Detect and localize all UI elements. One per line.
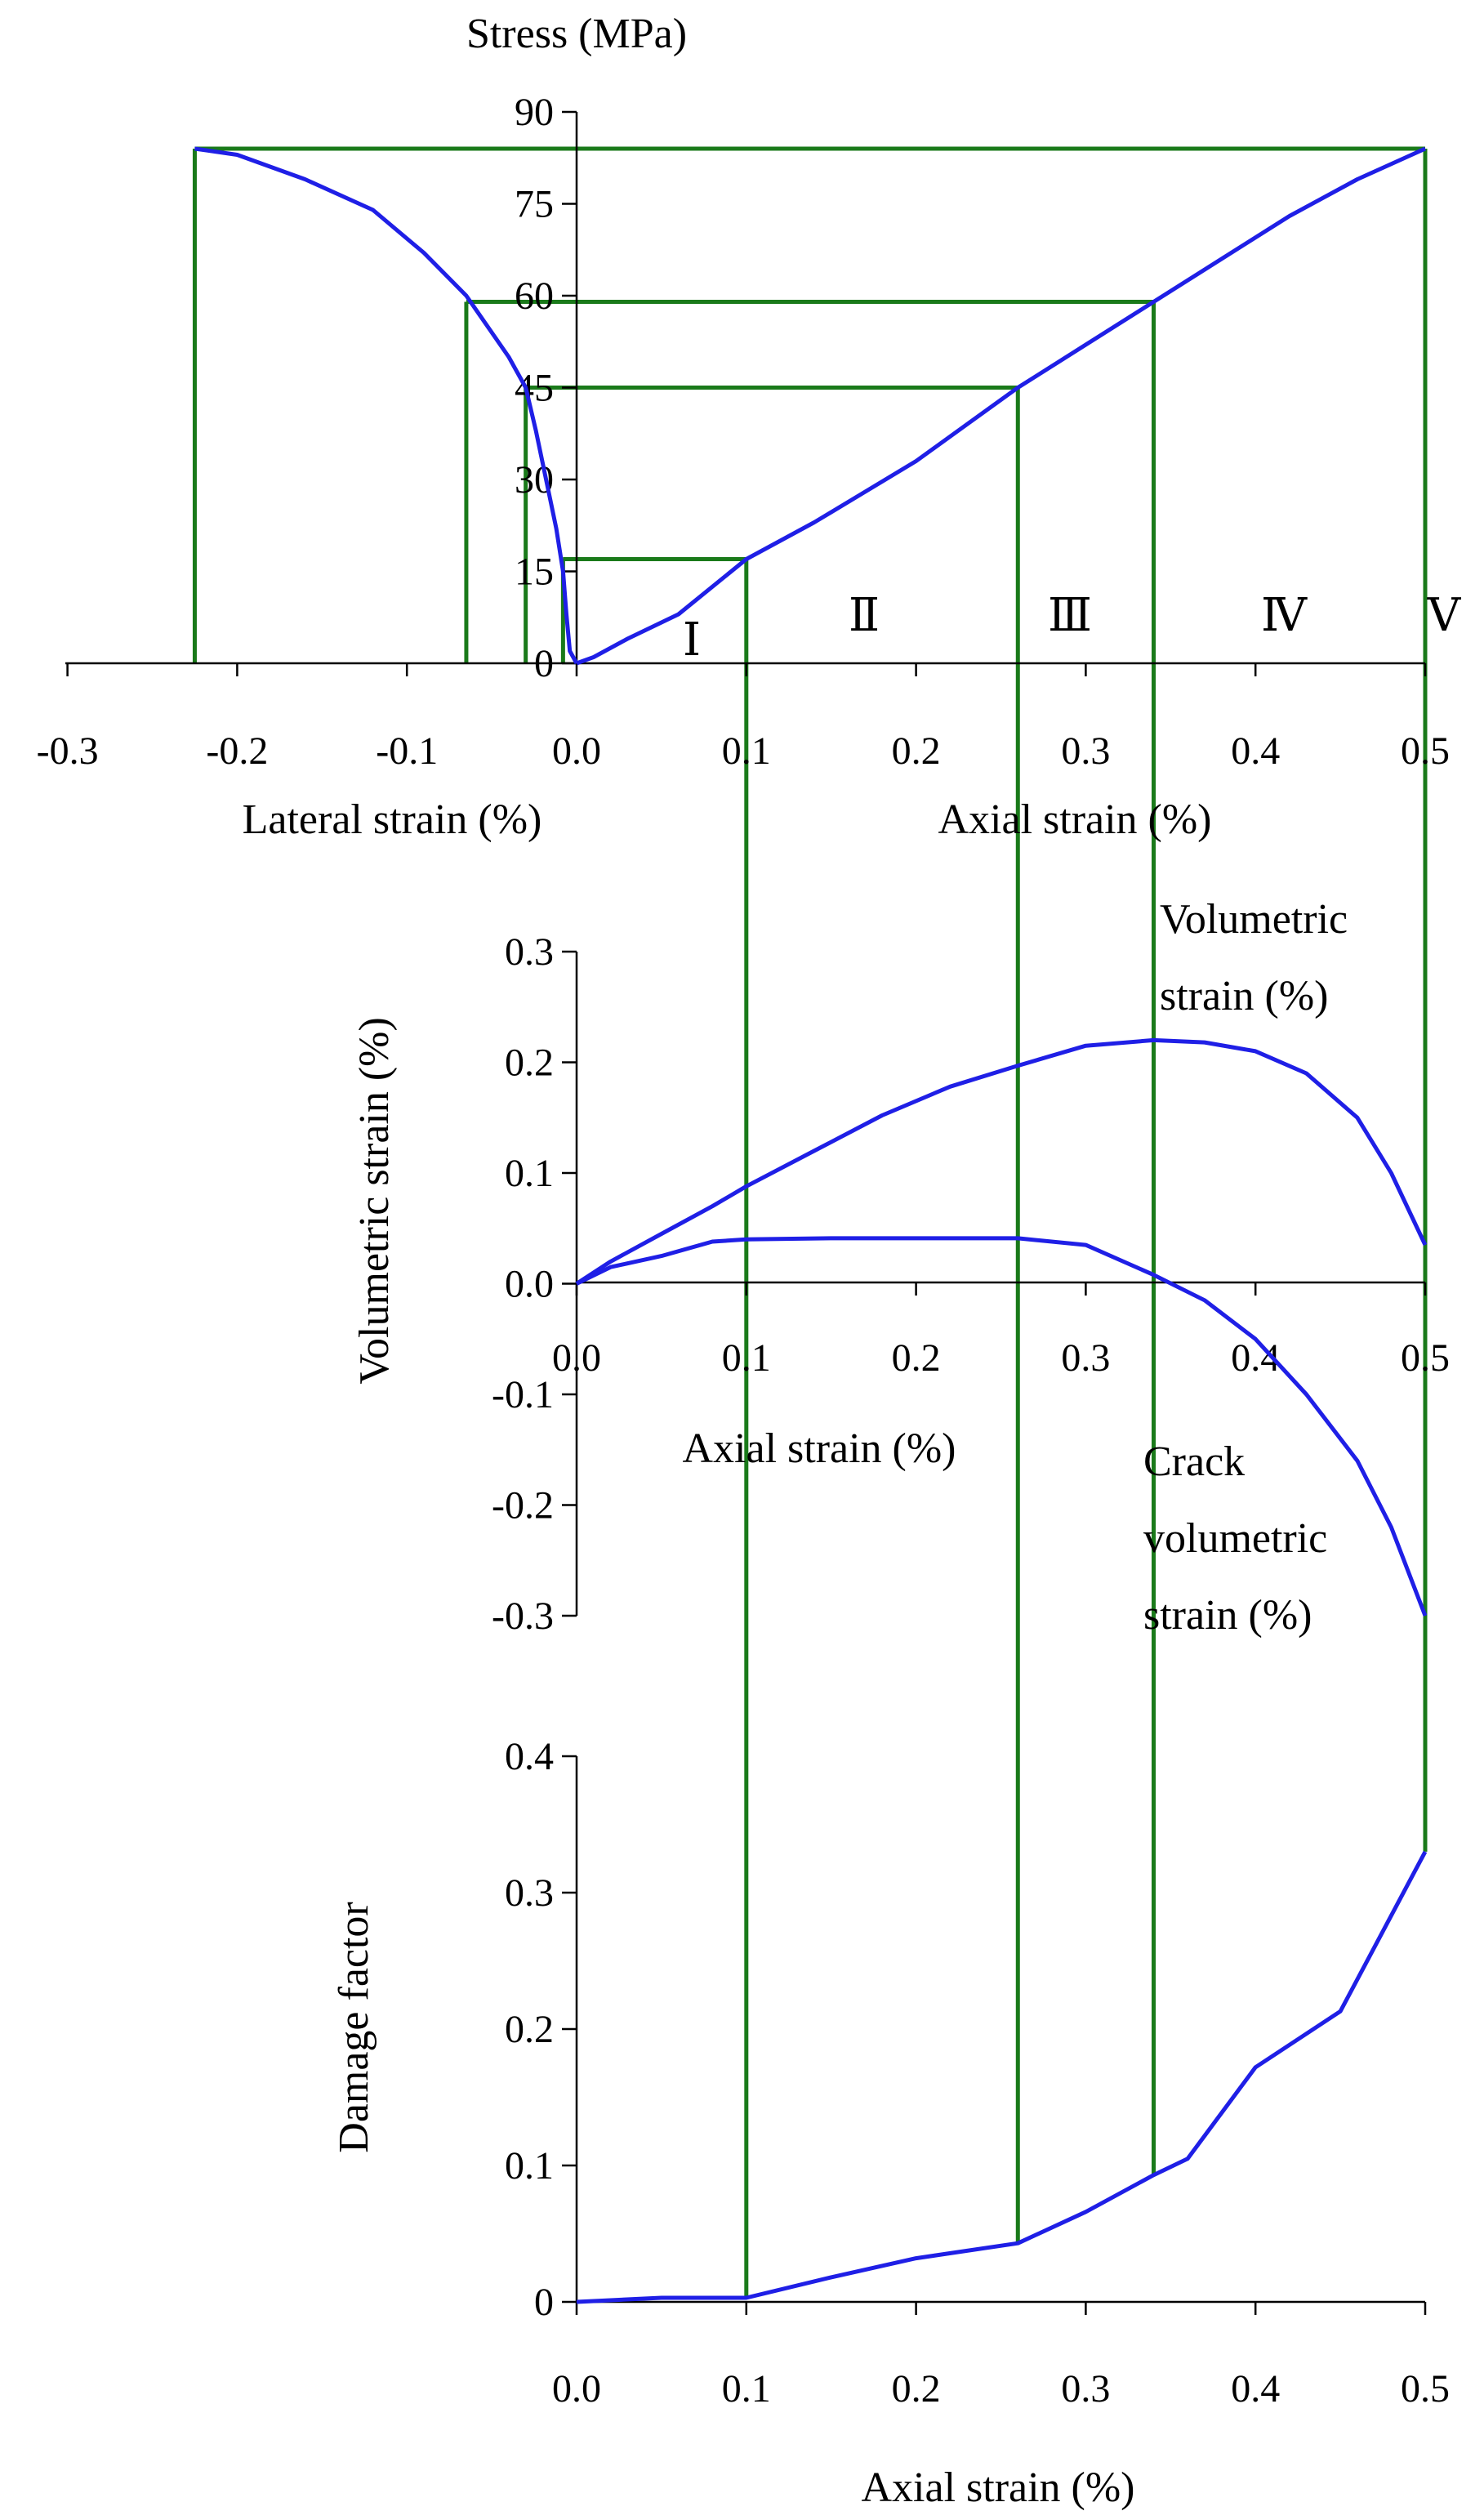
stress-x-tick-label: 0.3 <box>1061 729 1110 773</box>
crack-volumetric-strain-curve <box>575 1236 1428 1617</box>
crack-series-label-line-1: Crack <box>1143 1438 1245 1485</box>
damage-x-tick-label: 0.0 <box>552 2367 601 2411</box>
crack-series-label-line-3: strain (%) <box>1143 1592 1312 1639</box>
volumetric-y-tick-label: -0.3 <box>492 1594 554 1638</box>
axial-strain-axis-title-middle: Axial strain (%) <box>682 1425 956 1472</box>
damage-x-tick-label: 0.1 <box>722 2367 771 2411</box>
volumetric-series-label-line-2: strain (%) <box>1160 973 1328 1019</box>
volumetric-x-tick-label: 0.1 <box>722 1336 771 1380</box>
damage-y-tick-label: 0.1 <box>505 2144 554 2188</box>
volumetric-x-tick-label: 0.5 <box>1401 1336 1450 1380</box>
stage-label-3: Ⅲ <box>1048 591 1092 641</box>
stress-x-tick-label: -0.3 <box>37 729 99 773</box>
damage-y-tick-label: 0.2 <box>505 2008 554 2051</box>
stress-y-tick-label: 0 <box>534 642 554 685</box>
stress-y-tick-label: 90 <box>515 91 554 134</box>
volumetric-x-tick-label: 0.0 <box>552 1336 601 1380</box>
stress-x-tick-label: -0.1 <box>376 729 438 773</box>
lateral-stress-strain-curve <box>194 146 579 665</box>
volumetric-strain-panel: 0.30.20.10.0-0.1-0.2-0.3 0.0 0.1 0.2 0.3 0.4… <box>351 896 1450 1639</box>
damage-y-tick-label: 0.3 <box>505 1871 554 1915</box>
stage-label-2: Ⅱ <box>849 591 880 641</box>
volumetric-y-tick-label: -0.1 <box>492 1373 554 1416</box>
stress-x-tick-label: -0.2 <box>206 729 268 773</box>
stress-x-tick-label: 0.5 <box>1401 729 1450 773</box>
volumetric-x-tick-label: 0.2 <box>892 1336 941 1380</box>
volumetric-y-tick-label: 0.2 <box>505 1041 554 1085</box>
damage-x-ticks: 0.0 0.1 0.2 0.3 0.4 0.5 <box>552 2302 1450 2411</box>
stress-x-tick-label: 0.0 <box>552 729 601 773</box>
strain-x-ticks: -0.3 -0.2 -0.1 0.0 0.1 0.2 0.3 0.4 0.5 <box>37 663 1450 773</box>
damage-x-tick-label: 0.4 <box>1231 2367 1280 2411</box>
damage-x-tick-label: 0.3 <box>1061 2367 1110 2411</box>
stress-curves <box>194 146 1427 666</box>
stress-y-tick-label: 75 <box>515 183 554 226</box>
volumetric-curves <box>575 1037 1428 1617</box>
damage-factor-curve <box>576 1850 1428 2304</box>
volumetric-y-tick-label: -0.2 <box>492 1484 554 1528</box>
stage-guide-lines <box>192 146 1428 2298</box>
stress-y-tick-label: 60 <box>515 274 554 318</box>
damage-factor-panel: 0 0.1 0.2 0.3 0.4 0.0 0.1 0.2 0.3 0.4 0.5 Damage … <box>331 1735 1450 2511</box>
volumetric-x-tick-label: 0.3 <box>1061 1336 1110 1380</box>
volumetric-series-label: Volumetric strain (%) <box>1160 896 1358 1019</box>
stress-axis-title: Stress (MPa) <box>466 11 687 57</box>
volumetric-y-tick-label: 0.1 <box>505 1152 554 1195</box>
stage-label-4: Ⅳ <box>1261 591 1308 641</box>
stress-x-tick-label: 0.4 <box>1231 729 1280 773</box>
crack-series-label-line-2: volumetric <box>1143 1515 1327 1562</box>
volumetric-x-ticks: 0.0 0.1 0.2 0.3 0.4 0.5 <box>552 1282 1450 1380</box>
stage-label-5: Ⅴ <box>1427 591 1462 641</box>
damage-axis-title: Damage factor <box>331 1902 377 2152</box>
volumetric-y-tick-label: 0.3 <box>505 930 554 974</box>
volumetric-axis-title: Volumetric strain (%) <box>351 1017 398 1385</box>
damage-y-ticks: 0 0.1 0.2 0.3 0.4 <box>505 1735 577 2324</box>
damage-curves <box>576 1850 1428 2304</box>
damage-y-tick-label: 0.4 <box>505 1735 554 1778</box>
stage-label-1: Ⅰ <box>683 615 701 666</box>
axial-strain-axis-title-top: Axial strain (%) <box>938 796 1211 843</box>
volumetric-series-label-line-1: Volumetric <box>1160 896 1348 943</box>
axial-stress-strain-curve <box>576 146 1427 666</box>
stress-x-tick-label: 0.1 <box>722 729 771 773</box>
crack-series-label: Crack volumetric strain (%) <box>1143 1438 1338 1639</box>
stress-y-tick-label: 15 <box>515 551 554 594</box>
stress-y-tick-label: 45 <box>515 367 554 410</box>
volumetric-strain-curve <box>575 1037 1428 1286</box>
volumetric-y-tick-label: 0.0 <box>505 1263 554 1306</box>
damage-x-tick-label: 0.5 <box>1401 2367 1450 2411</box>
damage-x-tick-label: 0.2 <box>892 2367 941 2411</box>
lateral-strain-axis-title: Lateral strain (%) <box>243 796 542 843</box>
volumetric-y-ticks: 0.3 0.2 0.1 0.0 -0.1 -0.2 -0.3 <box>492 930 577 1638</box>
stress-x-tick-label: 0.2 <box>892 729 941 773</box>
damage-y-tick-label: 0 <box>534 2281 554 2324</box>
axial-strain-axis-title-bottom: Axial strain (%) <box>861 2464 1134 2511</box>
